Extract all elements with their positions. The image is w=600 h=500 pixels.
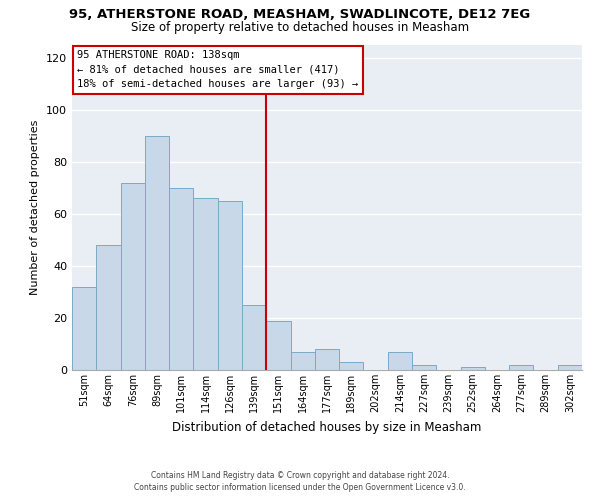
Bar [169, 188, 193, 370]
Bar [558, 365, 582, 370]
Bar [218, 201, 242, 370]
Text: 95 ATHERSTONE ROAD: 138sqm
← 81% of detached houses are smaller (417)
18% of sem: 95 ATHERSTONE ROAD: 138sqm ← 81% of deta… [77, 50, 358, 90]
X-axis label: Distribution of detached houses by size in Measham: Distribution of detached houses by size … [172, 420, 482, 434]
Text: Contains HM Land Registry data © Crown copyright and database right 2024.
Contai: Contains HM Land Registry data © Crown c… [134, 471, 466, 492]
Bar [290, 352, 315, 370]
Bar [242, 305, 266, 370]
Bar [266, 320, 290, 370]
Bar [193, 198, 218, 370]
Bar [412, 365, 436, 370]
Bar [145, 136, 169, 370]
Bar [121, 183, 145, 370]
Bar [461, 368, 485, 370]
Y-axis label: Number of detached properties: Number of detached properties [31, 120, 40, 295]
Text: 95, ATHERSTONE ROAD, MEASHAM, SWADLINCOTE, DE12 7EG: 95, ATHERSTONE ROAD, MEASHAM, SWADLINCOT… [70, 8, 530, 20]
Bar [509, 365, 533, 370]
Bar [96, 245, 121, 370]
Bar [72, 287, 96, 370]
Text: Size of property relative to detached houses in Measham: Size of property relative to detached ho… [131, 21, 469, 34]
Bar [339, 362, 364, 370]
Bar [315, 349, 339, 370]
Bar [388, 352, 412, 370]
